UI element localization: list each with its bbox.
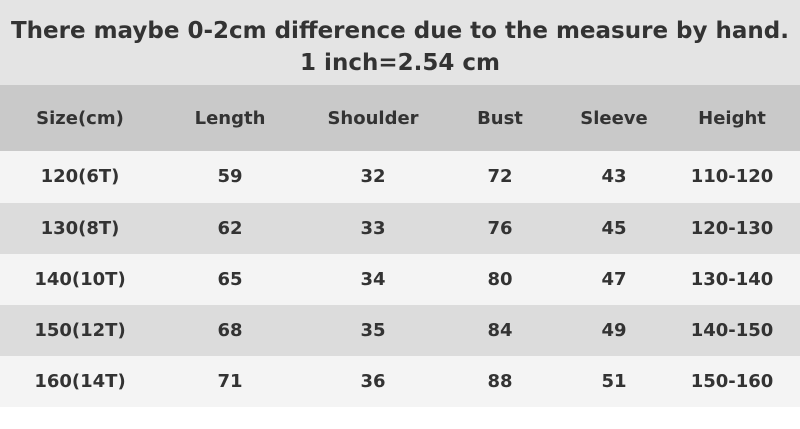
- column-header: Length: [194, 108, 266, 129]
- table-cell: 65: [217, 269, 243, 290]
- table-cell: 150(12T): [34, 320, 126, 341]
- column-header: Bust: [477, 108, 523, 129]
- table-cell: 34: [360, 269, 386, 290]
- table-cell: 45: [601, 218, 627, 239]
- table-cell: 72: [487, 166, 513, 187]
- row-band: [0, 151, 800, 203]
- column-header: Sleeve: [580, 108, 648, 129]
- column-header-band: [0, 85, 800, 151]
- column-header: Height: [698, 108, 766, 129]
- table-cell: 88: [487, 371, 513, 392]
- table-cell: 51: [601, 371, 627, 392]
- row-band: [0, 356, 800, 407]
- column-header: Shoulder: [327, 108, 419, 129]
- table-cell: 68: [217, 320, 243, 341]
- table-cell: 120-130: [690, 218, 774, 239]
- title-line: There maybe 0-2cm difference due to the …: [10, 18, 789, 44]
- table-cell: 49: [601, 320, 627, 341]
- table-cell: 71: [217, 371, 243, 392]
- row-band: [0, 203, 800, 254]
- table-cell: 120(6T): [40, 166, 120, 187]
- table-cell: 59: [217, 166, 243, 187]
- table-cell: 62: [217, 218, 243, 239]
- table-cell: 35: [360, 320, 386, 341]
- table-cell: 140(10T): [34, 269, 126, 290]
- table-cell: 84: [487, 320, 513, 341]
- table-cell: 80: [487, 269, 513, 290]
- table-cell: 33: [360, 218, 386, 239]
- row-band: [0, 254, 800, 305]
- table-cell: 130(8T): [40, 218, 120, 239]
- table-cell: 150-160: [690, 371, 774, 392]
- table-cell: 47: [601, 269, 627, 290]
- table-cell: 110-120: [690, 166, 774, 187]
- table-cell: 76: [487, 218, 513, 239]
- table-cell: 43: [601, 166, 627, 187]
- table-cell: 36: [360, 371, 386, 392]
- table-cell: 160(14T): [34, 371, 126, 392]
- row-band: [0, 305, 800, 356]
- table-cell: 32: [360, 166, 386, 187]
- column-header: Size(cm): [36, 108, 124, 129]
- table-cell: 140-150: [690, 320, 774, 341]
- title-line: 1 inch=2.54 cm: [300, 50, 500, 76]
- table-cell: 130-140: [690, 269, 774, 290]
- header-band: [0, 0, 800, 85]
